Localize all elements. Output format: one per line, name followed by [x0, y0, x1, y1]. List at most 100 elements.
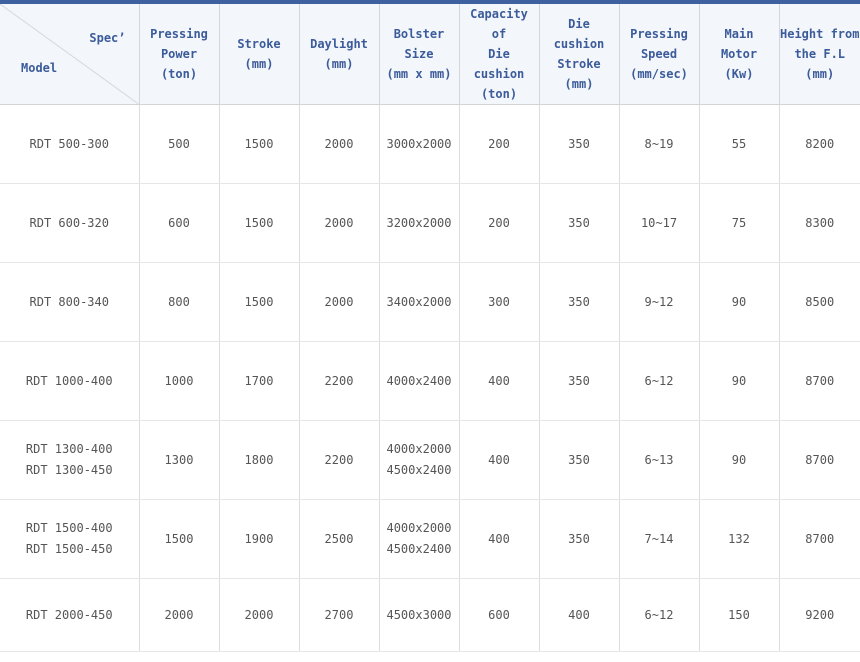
column-header-pressing-speed: Pressing Speed (mm/sec) [619, 4, 700, 105]
cell-die-cushion-capacity-value: 600 [488, 607, 510, 622]
cell-daylight: 2000 [299, 183, 380, 263]
column-header-bolster-size: Bolster Size (mm x mm) [379, 4, 460, 105]
cell-height-fl-value: 9200 [805, 607, 835, 622]
cell-height-fl: 8700 [779, 499, 860, 579]
column-header-line: Capacity of [470, 7, 528, 41]
column-header-line: Power [160, 47, 198, 61]
column-header-line: (ton) [160, 67, 198, 81]
cell-pressing-speed-value: 6~12 [644, 373, 674, 388]
column-header-line: (mm) [324, 57, 354, 71]
cell-pressing-speed-value: 8~19 [644, 136, 674, 151]
cell-bolster-size: 4000x2400 [379, 341, 460, 421]
cell-main-motor: 55 [699, 104, 780, 184]
cell-bolster-size-line: 4500x3000 [386, 607, 452, 622]
cell-model-line: RDT 1500-400 [25, 521, 113, 535]
table-row: RDT 1500-400 RDT 1500-450 1500 1900 2500 4000… [0, 499, 860, 579]
cell-die-cushion-capacity-value: 400 [488, 452, 510, 467]
cell-bolster-size: 4000x2000 4500x2400 [379, 499, 460, 579]
cell-pressing-power: 1300 [139, 420, 220, 500]
table-row: RDT 500-300 500 1500 2000 3000x2000 200 350 8~1… [0, 104, 860, 184]
column-header-line: (mm x mm) [386, 67, 452, 81]
cell-main-motor-value: 150 [728, 607, 750, 622]
cell-daylight-value: 2700 [324, 607, 354, 622]
cell-model-line: RDT 2000-450 [25, 607, 113, 622]
cell-pressing-speed: 10~17 [619, 183, 700, 263]
corner-cell: Spec’ Model [0, 4, 140, 105]
column-header-line: Speed [640, 47, 678, 61]
column-header-line: Pressing [150, 27, 208, 41]
table-row: RDT 800-340 800 1500 2000 3400x2000 300 350 9~1… [0, 262, 860, 342]
cell-height-fl-value: 8700 [805, 452, 835, 467]
cell-die-cushion-capacity: 400 [459, 499, 540, 579]
table-row: RDT 1000-400 1000 1700 2200 4000x2400 400 350 6… [0, 341, 860, 421]
cell-pressing-power-value: 600 [168, 215, 190, 230]
column-header-daylight: Daylight (mm) [299, 4, 380, 105]
cell-pressing-speed: 6~13 [619, 420, 700, 500]
column-header-line: Stroke [557, 57, 601, 71]
column-header-line: Daylight [310, 37, 368, 51]
cell-die-cushion-capacity-value: 300 [488, 294, 510, 309]
cell-bolster-size-line: 4500x2400 [386, 542, 452, 556]
top-accent-bar [0, 0, 860, 4]
cell-pressing-power-value: 500 [168, 136, 190, 151]
cell-stroke-value: 1700 [244, 373, 274, 388]
press-spec-table: Spec’ Model Pressing Power (ton) Stroke (mm)… [0, 4, 860, 652]
cell-pressing-speed-value: 10~17 [640, 215, 678, 230]
cell-die-cushion-stroke-value: 350 [568, 373, 590, 388]
cell-model-line: RDT 600-320 [29, 215, 109, 230]
column-header-line: Motor [720, 47, 758, 61]
corner-model-label: Model [21, 61, 58, 75]
column-header-line: (mm) [805, 67, 835, 81]
cell-pressing-power: 600 [139, 183, 220, 263]
cell-bolster-size-line: 4000x2000 [386, 442, 452, 456]
cell-stroke: 1500 [219, 104, 300, 184]
cell-pressing-speed: 6~12 [619, 578, 700, 652]
cell-model: RDT 800-340 [0, 262, 140, 342]
corner-spec-label: Spec’ [89, 31, 126, 45]
cell-pressing-power: 500 [139, 104, 220, 184]
cell-model-line: RDT 1500-450 [25, 542, 113, 556]
cell-main-motor-value: 55 [731, 136, 747, 151]
cell-bolster-size-line: 4500x2400 [386, 463, 452, 477]
cell-pressing-speed-value: 6~13 [644, 452, 674, 467]
diagonal-divider [0, 4, 139, 104]
cell-pressing-speed-value: 7~14 [644, 531, 674, 546]
header-row: Spec’ Model Pressing Power (ton) Stroke (mm)… [0, 4, 860, 105]
cell-bolster-size: 3000x2000 [379, 104, 460, 184]
cell-height-fl: 9200 [779, 578, 860, 652]
table-row: RDT 600-320 600 1500 2000 3200x2000 200 350 10~… [0, 183, 860, 263]
cell-die-cushion-stroke-value: 350 [568, 531, 590, 546]
cell-height-fl-value: 8700 [805, 531, 835, 546]
column-header-stroke: Stroke (mm) [219, 4, 300, 105]
cell-model: RDT 600-320 [0, 183, 140, 263]
cell-stroke: 2000 [219, 578, 300, 652]
cell-daylight-value: 2200 [324, 373, 354, 388]
cell-bolster-size: 3400x2000 [379, 262, 460, 342]
cell-height-fl: 8700 [779, 341, 860, 421]
cell-pressing-speed: 6~12 [619, 341, 700, 421]
column-header-line: (mm) [564, 77, 594, 91]
cell-model: RDT 1500-400 RDT 1500-450 [0, 499, 140, 579]
column-header-line: Bolster [393, 27, 445, 41]
column-header-pressing-power: Pressing Power (ton) [139, 4, 220, 105]
column-header-line: Pressing [630, 27, 688, 41]
column-header-line: Height from [780, 27, 860, 41]
cell-height-fl-value: 8200 [805, 136, 835, 151]
cell-pressing-speed-value: 6~12 [644, 607, 674, 622]
cell-model-line: RDT 1300-400 [25, 442, 113, 456]
cell-stroke-value: 1500 [244, 215, 274, 230]
cell-daylight-value: 2000 [324, 136, 354, 151]
cell-die-cushion-stroke: 350 [539, 262, 620, 342]
cell-bolster-size-line: 3000x2000 [386, 136, 452, 151]
cell-pressing-power: 1000 [139, 341, 220, 421]
cell-die-cushion-capacity: 400 [459, 420, 540, 500]
cell-die-cushion-capacity-value: 200 [488, 215, 510, 230]
cell-die-cushion-stroke-value: 350 [568, 136, 590, 151]
cell-pressing-power-value: 800 [168, 294, 190, 309]
cell-model: RDT 1000-400 [0, 341, 140, 421]
column-header-die-cushion-capacity: Capacity of Die cushion (ton) [459, 4, 540, 105]
column-header-line: (Kw) [724, 67, 754, 81]
cell-daylight-value: 2200 [324, 452, 354, 467]
table-row: RDT 1300-400 RDT 1300-450 1300 1800 2200 4000… [0, 420, 860, 500]
cell-die-cushion-capacity: 300 [459, 262, 540, 342]
